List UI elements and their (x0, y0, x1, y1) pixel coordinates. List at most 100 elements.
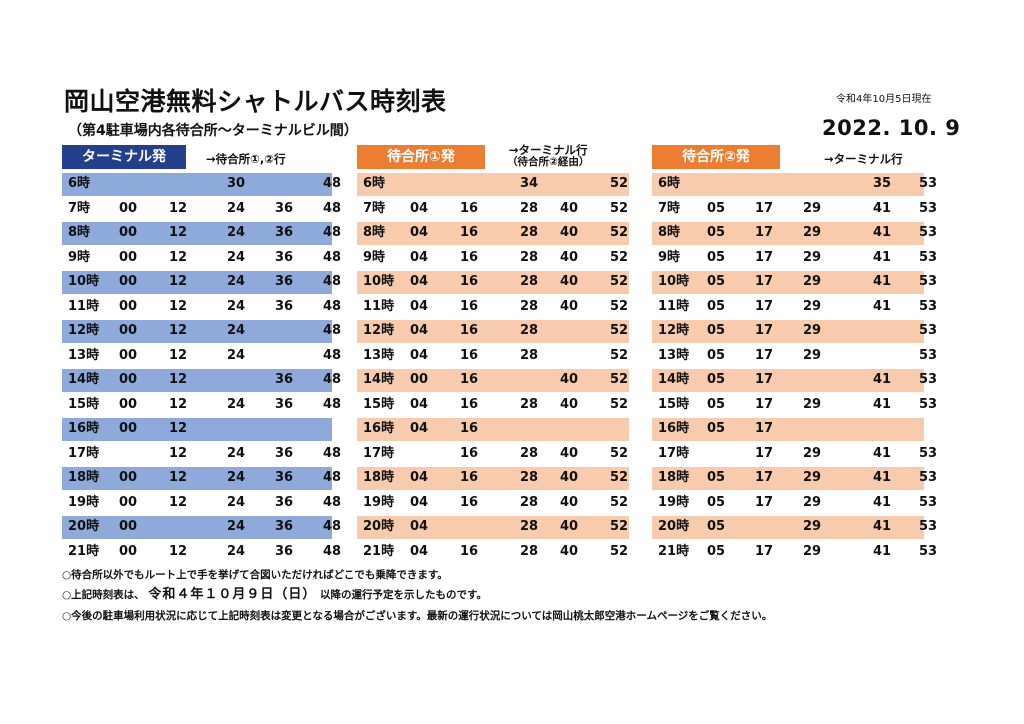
minute-cell: 24 (226, 323, 246, 338)
minute-cell: 29 (802, 396, 822, 412)
note-3: ○今後の駐車場利用状況に応じて上記時刻表は変更となる場合がございます。最新の運行… (62, 610, 773, 622)
minute-cell: 52 (609, 298, 629, 314)
minute-cell: 48 (322, 274, 342, 289)
minute-cell: 53 (918, 200, 938, 216)
hour-label: 15時 (658, 396, 690, 412)
minute-cell: 04 (409, 347, 429, 363)
minute-cell: 04 (409, 396, 429, 412)
minute-cell: 41 (872, 249, 892, 265)
minute-cell: 52 (609, 494, 629, 510)
timetable-row: 14時 00 12 36 48 (62, 368, 341, 393)
minute-cell: 17 (754, 543, 774, 559)
minute-cell: 41 (872, 470, 892, 485)
minute-cell: 12 (168, 445, 188, 461)
minute-cell: 53 (918, 519, 938, 534)
destination-label: →ターミナル行 (824, 153, 903, 165)
hour-label: 14時 (363, 372, 395, 387)
note-2: ○上記時刻表は、 令和４年１０月９日（日） 以降の運行予定を示したものです。 (62, 585, 772, 604)
minute-cell: 36 (274, 396, 294, 412)
timetable-row: 6時 35 53 (652, 172, 937, 197)
minute-cell: 12 (168, 543, 188, 559)
minute-cell: 24 (226, 494, 246, 510)
timetable-row: 18時 05 17 29 41 53 (652, 466, 937, 491)
minute-cell: 00 (118, 274, 138, 289)
note-2-date: 令和４年１０月９日（日） (148, 587, 317, 602)
note-2-prefix: ○上記時刻表は、 (62, 589, 145, 601)
minute-cell: 28 (519, 298, 539, 314)
hour-label: 19時 (363, 494, 395, 510)
minute-cell: 17 (754, 225, 774, 240)
timetable-row: 12時 00 12 24 48 (62, 319, 341, 344)
minute-cell: 17 (754, 323, 774, 338)
timetable-row: 11時 05 17 29 41 53 (652, 295, 937, 320)
minute-cell: 53 (918, 176, 938, 191)
minute-cell: 17 (754, 298, 774, 314)
minute-cell: 34 (519, 176, 539, 191)
minute-cell: 29 (802, 298, 822, 314)
minute-cell: 48 (322, 372, 342, 387)
minute-cell: 52 (609, 470, 629, 485)
minute-cell: 17 (754, 396, 774, 412)
timetable-row: 20時 00 24 36 48 (62, 515, 341, 540)
timetable-row: 10時 05 17 29 41 53 (652, 270, 937, 295)
minute-cell: 40 (559, 519, 579, 534)
minute-cell: 00 (118, 298, 138, 314)
timetable-row: 21時 04 16 28 40 52 (357, 540, 629, 565)
minute-cell: 04 (409, 519, 429, 534)
minute-cell: 00 (118, 470, 138, 485)
minute-cell: 24 (226, 347, 246, 363)
minute-cell: 16 (459, 274, 479, 289)
hour-label: 20時 (363, 519, 395, 534)
minute-cell: 48 (322, 176, 342, 191)
minute-cell: 30 (226, 176, 246, 191)
minute-cell: 41 (872, 225, 892, 240)
minute-cell: 17 (754, 347, 774, 363)
minute-cell: 53 (918, 494, 938, 510)
minute-cell: 52 (609, 543, 629, 559)
timetable-row: 20時 04 28 40 52 (357, 515, 629, 540)
minute-cell: 28 (519, 274, 539, 289)
destination-label: →ターミナル行 （待合所②経由） (507, 144, 589, 168)
minute-cell: 41 (872, 519, 892, 534)
minute-cell: 28 (519, 494, 539, 510)
minute-cell: 28 (519, 249, 539, 265)
minute-cell: 52 (609, 274, 629, 289)
minute-cell: 40 (559, 249, 579, 265)
minute-cell: 05 (706, 494, 726, 510)
minute-cell: 48 (322, 298, 342, 314)
timetable-row: 12時 04 16 28 52 (357, 319, 629, 344)
hour-label: 11時 (68, 298, 100, 314)
timetable-row: 14時 00 16 40 52 (357, 368, 629, 393)
minute-cell: 36 (274, 225, 294, 240)
minute-cell: 41 (872, 396, 892, 412)
minute-cell: 05 (706, 347, 726, 363)
minute-cell: 16 (459, 372, 479, 387)
minute-cell: 28 (519, 470, 539, 485)
minute-cell: 00 (118, 323, 138, 338)
timetable-row: 12時 05 17 29 53 (652, 319, 937, 344)
minute-cell: 28 (519, 347, 539, 363)
minute-cell: 36 (274, 519, 294, 534)
minute-cell: 16 (459, 543, 479, 559)
timetable-row: 14時 05 17 41 53 (652, 368, 937, 393)
minute-cell: 53 (918, 470, 938, 485)
minute-cell: 24 (226, 543, 246, 559)
hour-label: 19時 (68, 494, 100, 510)
minute-cell: 12 (168, 347, 188, 363)
hour-label: 16時 (68, 421, 100, 436)
minute-cell: 00 (118, 396, 138, 412)
minute-cell: 36 (274, 445, 294, 461)
destination-line-2: （待合所②経由） (507, 156, 590, 168)
minute-cell: 05 (706, 519, 726, 534)
minute-cell: 48 (322, 347, 342, 363)
minute-cell: 53 (918, 274, 938, 289)
minute-cell: 00 (118, 372, 138, 387)
hour-label: 12時 (658, 323, 690, 338)
minute-cell: 12 (168, 372, 188, 387)
minute-cell: 04 (409, 274, 429, 289)
minute-cell: 17 (754, 470, 774, 485)
hour-label: 13時 (363, 347, 395, 363)
hour-label: 18時 (68, 470, 100, 485)
minute-cell: 40 (559, 274, 579, 289)
hour-label: 17時 (658, 445, 690, 461)
